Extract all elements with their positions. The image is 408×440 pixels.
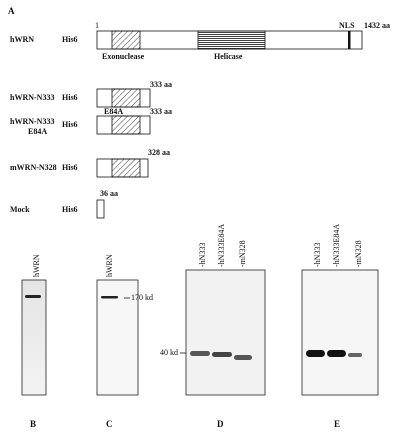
construct-box — [96, 199, 105, 219]
exonuclease-label: Exonuclease — [102, 52, 145, 61]
exonuclease-domain — [111, 88, 141, 108]
blot — [96, 279, 139, 396]
construct-name: hWRN — [10, 35, 34, 44]
construct-name: hWRN-N333 — [10, 117, 54, 126]
helicase-domain — [197, 30, 266, 50]
band — [327, 350, 346, 357]
tag-label: His6 — [62, 205, 78, 214]
end-label: 333 aa — [150, 107, 172, 116]
band — [25, 295, 41, 298]
band — [306, 350, 325, 357]
band — [101, 296, 118, 299]
exonuclease-domain — [111, 30, 141, 50]
end-label: 333 aa — [150, 80, 172, 89]
panel-label: A — [8, 6, 15, 16]
lane-label: -mN328 — [354, 240, 363, 267]
tag-label: His6 — [62, 93, 78, 102]
exonuclease-domain — [111, 115, 141, 135]
panel-label: B — [30, 419, 36, 429]
panel-label: D — [217, 419, 224, 429]
panel-label: E — [334, 419, 340, 429]
construct-name: Mock — [10, 205, 30, 214]
end-label: 328 aa — [148, 148, 170, 157]
marker-label: 40 kd — [160, 348, 178, 357]
blot — [301, 269, 379, 396]
lane-label: -mN328 — [238, 240, 247, 267]
helicase-label: Helicase — [214, 52, 243, 61]
band — [234, 355, 252, 360]
nls-domain — [348, 31, 351, 49]
end-label: 1432 aa — [364, 21, 390, 30]
nls-label: NLS — [339, 21, 355, 30]
marker-label: 170 kd — [131, 293, 153, 302]
lane-label: -hN333E84A — [217, 224, 226, 267]
lane-label: -hN333E84A — [332, 224, 341, 267]
construct-name: hWRN-N333 — [10, 93, 54, 102]
exonuclease-domain — [111, 158, 141, 178]
lane-label: hWRN — [105, 254, 114, 277]
construct-name: E84A — [28, 127, 47, 136]
panel-label: C — [106, 419, 113, 429]
construct-name: mWRN-N328 — [10, 163, 57, 172]
tag-label: His6 — [62, 35, 78, 44]
start-residue: 1 — [95, 21, 99, 30]
lane-label: -hN333 — [313, 243, 322, 267]
blot — [185, 269, 266, 396]
lane-label: hWRN — [32, 254, 41, 277]
lane-label: -hN333 — [198, 243, 207, 267]
blot — [21, 279, 47, 396]
band — [348, 353, 362, 357]
band — [212, 352, 232, 357]
mutation-label: E84A — [104, 107, 123, 116]
end-label: 36 aa — [100, 189, 118, 198]
tag-label: His6 — [62, 120, 78, 129]
band — [190, 351, 210, 356]
tag-label: His6 — [62, 163, 78, 172]
